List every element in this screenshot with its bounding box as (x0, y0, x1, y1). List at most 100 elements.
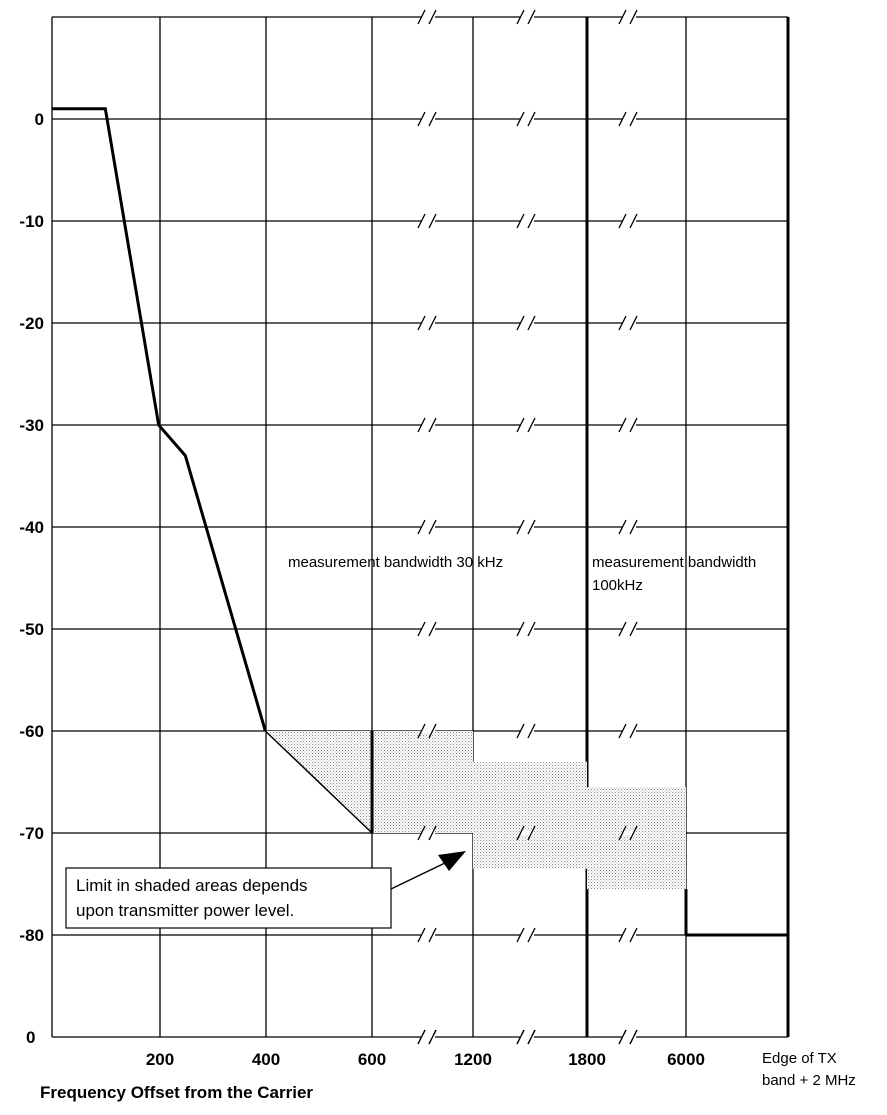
break-slash-a--20-0 (417, 315, 426, 331)
break-slash-b-10-1 (527, 9, 536, 25)
break-slash-a--70-1 (516, 825, 525, 841)
break-gap--20-2 (622, 321, 636, 325)
break-gap--30-1 (520, 423, 534, 427)
break-slash-b--50-2 (629, 621, 638, 637)
break-slash-b--70-1 (527, 825, 536, 841)
break-slash-a--40-1 (516, 519, 525, 535)
break-slash-a--10-1 (516, 213, 525, 229)
x-tick-label: 1800 (568, 1050, 606, 1069)
x-tick-label: 400 (252, 1050, 280, 1069)
grid (51, 16, 790, 1038)
break-gap--60-1 (520, 729, 534, 733)
break-slash-b--40-2 (629, 519, 638, 535)
x-tick-label: 600 (358, 1050, 386, 1069)
break-slash-a--30-2 (618, 417, 627, 433)
x-tick-label: 1200 (454, 1050, 492, 1069)
break-slash-a--40-2 (618, 519, 627, 535)
break-slash-a-10-2 (618, 9, 627, 25)
break-slash-b-10-0 (428, 9, 437, 25)
break-gap--70-2 (622, 831, 636, 835)
break-slash-axis-b-0 (428, 1029, 437, 1045)
y-tick-label: -80 (19, 926, 44, 945)
break-gap--10-1 (520, 219, 534, 223)
break-gap-0-0 (421, 117, 435, 121)
y-tick-label: -70 (19, 824, 44, 843)
break-gap--30-2 (622, 423, 636, 427)
y-tick-label: -40 (19, 518, 44, 537)
bandwidth-100khz-label-line2: 100kHz (592, 577, 643, 594)
callout: Limit in shaded areas depends upon trans… (65, 851, 466, 929)
break-slash-b--20-1 (527, 315, 536, 331)
break-slash-b--40-0 (428, 519, 437, 535)
break-slash-axis-b-1 (527, 1029, 536, 1045)
break-slash-a--20-1 (516, 315, 525, 331)
break-slash-a--80-2 (618, 927, 627, 943)
y-tick-label: -10 (19, 212, 44, 231)
break-gap-10-0 (421, 15, 435, 19)
break-slash-a--70-0 (417, 825, 426, 841)
axis-break-marks (417, 9, 638, 1045)
break-slash-b--80-0 (428, 927, 437, 943)
break-slash-axis-a-2 (618, 1029, 627, 1045)
break-slash-axis-b-2 (629, 1029, 638, 1045)
y-tick-label: -60 (19, 722, 44, 741)
break-gap--60-0 (421, 729, 435, 733)
callout-line1: Limit in shaded areas depends (76, 876, 308, 895)
break-slash-a--50-0 (417, 621, 426, 637)
break-slash-a--30-0 (417, 417, 426, 433)
callout-arrow-line (390, 861, 448, 890)
break-slash-a--40-0 (417, 519, 426, 535)
break-slash-a--50-2 (618, 621, 627, 637)
break-slash-axis-a-1 (516, 1029, 525, 1045)
break-slash-b--60-2 (629, 723, 638, 739)
y-tick-label: -30 (19, 416, 44, 435)
bandwidth-30khz-label: measurement bandwidth 30 kHz (288, 554, 503, 571)
break-slash-b--70-0 (428, 825, 437, 841)
break-slash-a--60-2 (618, 723, 627, 739)
break-gap--70-0 (421, 831, 435, 835)
break-gap--80-0 (421, 933, 435, 937)
break-gap--20-1 (520, 321, 534, 325)
break-gap--70-1 (520, 831, 534, 835)
break-gap--60-2 (622, 729, 636, 733)
y-tick-label-origin: 0 (26, 1028, 35, 1047)
break-gap--50-1 (520, 627, 534, 631)
break-slash-a-0-1 (516, 111, 525, 127)
y-tick-label: -20 (19, 314, 44, 333)
break-slash-a--80-1 (516, 927, 525, 943)
y-tick-label: 0 (35, 110, 44, 129)
break-gap-0-2 (622, 117, 636, 121)
x-end-label-line1: Edge of TX (762, 1050, 837, 1067)
break-slash-b--10-0 (428, 213, 437, 229)
callout-box (65, 867, 392, 929)
break-slash-b--30-2 (629, 417, 638, 433)
break-slash-a-0-0 (417, 111, 426, 127)
y-tick-label: -50 (19, 620, 44, 639)
break-slash-b--20-2 (629, 315, 638, 331)
shaded-region-2 (372, 731, 473, 833)
break-slash-b--10-1 (527, 213, 536, 229)
break-slash-a-10-0 (417, 9, 426, 25)
x-axis-label: Frequency Offset from the Carrier (40, 1083, 313, 1102)
break-gap--40-2 (622, 525, 636, 529)
break-gap-10-1 (520, 15, 534, 19)
x-tick-label: 6000 (667, 1050, 705, 1069)
break-gap--80-1 (520, 933, 534, 937)
break-slash-a--60-0 (417, 723, 426, 739)
x-tick-label: 200 (146, 1050, 174, 1069)
break-gap-0-1 (520, 117, 534, 121)
break-slash-a--80-0 (417, 927, 426, 943)
break-slash-a--70-2 (618, 825, 627, 841)
shaded-regions (265, 731, 686, 890)
limit-curve-main (52, 107, 267, 732)
break-slash-a--20-2 (618, 315, 627, 331)
break-slash-b--50-0 (428, 621, 437, 637)
break-slash-b--80-2 (629, 927, 638, 943)
shaded-region-4 (587, 787, 686, 890)
break-slash-a--60-1 (516, 723, 525, 739)
break-gap-axis-0 (421, 1035, 435, 1039)
break-gap-10-2 (622, 15, 636, 19)
break-slash-a--10-2 (618, 213, 627, 229)
break-slash-b-0-1 (527, 111, 536, 127)
break-slash-a--10-0 (417, 213, 426, 229)
